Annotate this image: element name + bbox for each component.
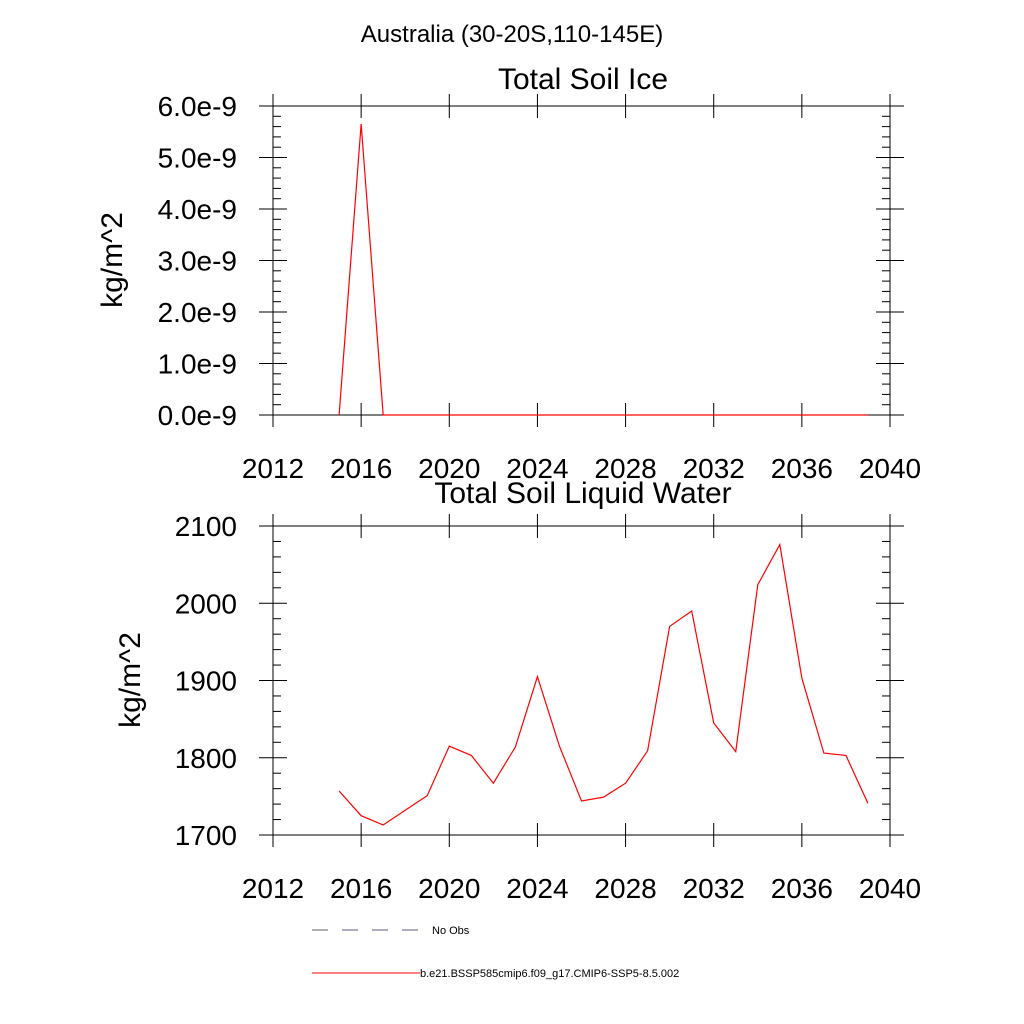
series-line-soil-ice-0 bbox=[338, 123, 868, 416]
legend-label-no-obs: No Obs bbox=[432, 925, 470, 937]
x-tick-label-soil-liquid-water-2016: 2016 bbox=[330, 873, 392, 904]
panel-total-soil-ice: Total Soil Ice kg/m^2 2012 2016 2020 2024 20… bbox=[96, 63, 921, 484]
y-tick-label-soil-liquid-water-2: 1900 bbox=[175, 666, 237, 697]
figure-suptitle: Australia (30-20S,110-145E) bbox=[361, 21, 663, 48]
y-tick-label-soil-ice-2: 2.0e-9 bbox=[158, 297, 237, 328]
x-tick-label-soil-liquid-water-2032: 2032 bbox=[683, 873, 745, 904]
series-line-soil-liquid-water-0 bbox=[338, 542, 869, 826]
x-tick-label-soil-ice-2036: 2036 bbox=[771, 453, 833, 484]
x-tick-label-soil-liquid-water-2040: 2040 bbox=[859, 873, 921, 904]
y-tick-label-soil-ice-1: 1.0e-9 bbox=[158, 349, 237, 380]
legend: No Obs b.e21.BSSP585cmip6.f09_g17.CMIP6-… bbox=[312, 925, 679, 980]
x-tick-label-soil-liquid-water-2020: 2020 bbox=[418, 873, 480, 904]
legend-entry-no-obs: No Obs bbox=[312, 925, 470, 937]
x-tick-label-soil-ice-2012: 2012 bbox=[242, 453, 304, 484]
x-tick-label-soil-liquid-water-2036: 2036 bbox=[771, 873, 833, 904]
y-tick-label-soil-liquid-water-1: 1800 bbox=[175, 743, 237, 774]
y-tick-label-soil-liquid-water-0: 1700 bbox=[175, 820, 237, 851]
y-tick-label-soil-liquid-water-4: 2100 bbox=[175, 511, 237, 542]
legend-entry-model: b.e21.BSSP585cmip6.f09_g17.CMIP6-SSP5-8.… bbox=[312, 968, 679, 980]
y-tick-label-soil-ice-0: 0.0e-9 bbox=[158, 400, 237, 431]
x-tick-label-soil-ice-2024: 2024 bbox=[506, 453, 568, 484]
y-tick-label-soil-ice-3: 3.0e-9 bbox=[158, 246, 237, 277]
panel-title-soil-ice: Total Soil Ice bbox=[498, 63, 668, 96]
x-tick-label-soil-liquid-water-2024: 2024 bbox=[506, 873, 568, 904]
x-tick-label-soil-ice-2020: 2020 bbox=[418, 453, 480, 484]
y-tick-label-soil-ice-6: 6.0e-9 bbox=[158, 91, 237, 122]
x-tick-label-soil-liquid-water-2028: 2028 bbox=[594, 873, 656, 904]
x-tick-label-soil-liquid-water-2012: 2012 bbox=[242, 873, 304, 904]
legend-label-model: b.e21.BSSP585cmip6.f09_g17.CMIP6-SSP5-8.… bbox=[420, 968, 679, 980]
x-tick-label-soil-ice-2040: 2040 bbox=[859, 453, 921, 484]
y-axis-label-soil-ice: kg/m^2 bbox=[96, 212, 129, 308]
panel-title-soil-liquid-water: Total Soil Liquid Water bbox=[434, 477, 731, 510]
x-tick-label-soil-ice-2032: 2032 bbox=[683, 453, 745, 484]
y-tick-label-soil-ice-4: 4.0e-9 bbox=[158, 194, 237, 225]
y-axis-label-soil-liquid-water: kg/m^2 bbox=[114, 632, 147, 728]
x-tick-label-soil-ice-2028: 2028 bbox=[594, 453, 656, 484]
y-tick-label-soil-liquid-water-3: 2000 bbox=[175, 588, 237, 619]
y-tick-label-soil-ice-5: 5.0e-9 bbox=[158, 143, 237, 174]
x-tick-label-soil-ice-2016: 2016 bbox=[330, 453, 392, 484]
panel-total-soil-liquid-water: Total Soil Liquid Water kg/m^2 2012 2016 2… bbox=[114, 477, 921, 904]
